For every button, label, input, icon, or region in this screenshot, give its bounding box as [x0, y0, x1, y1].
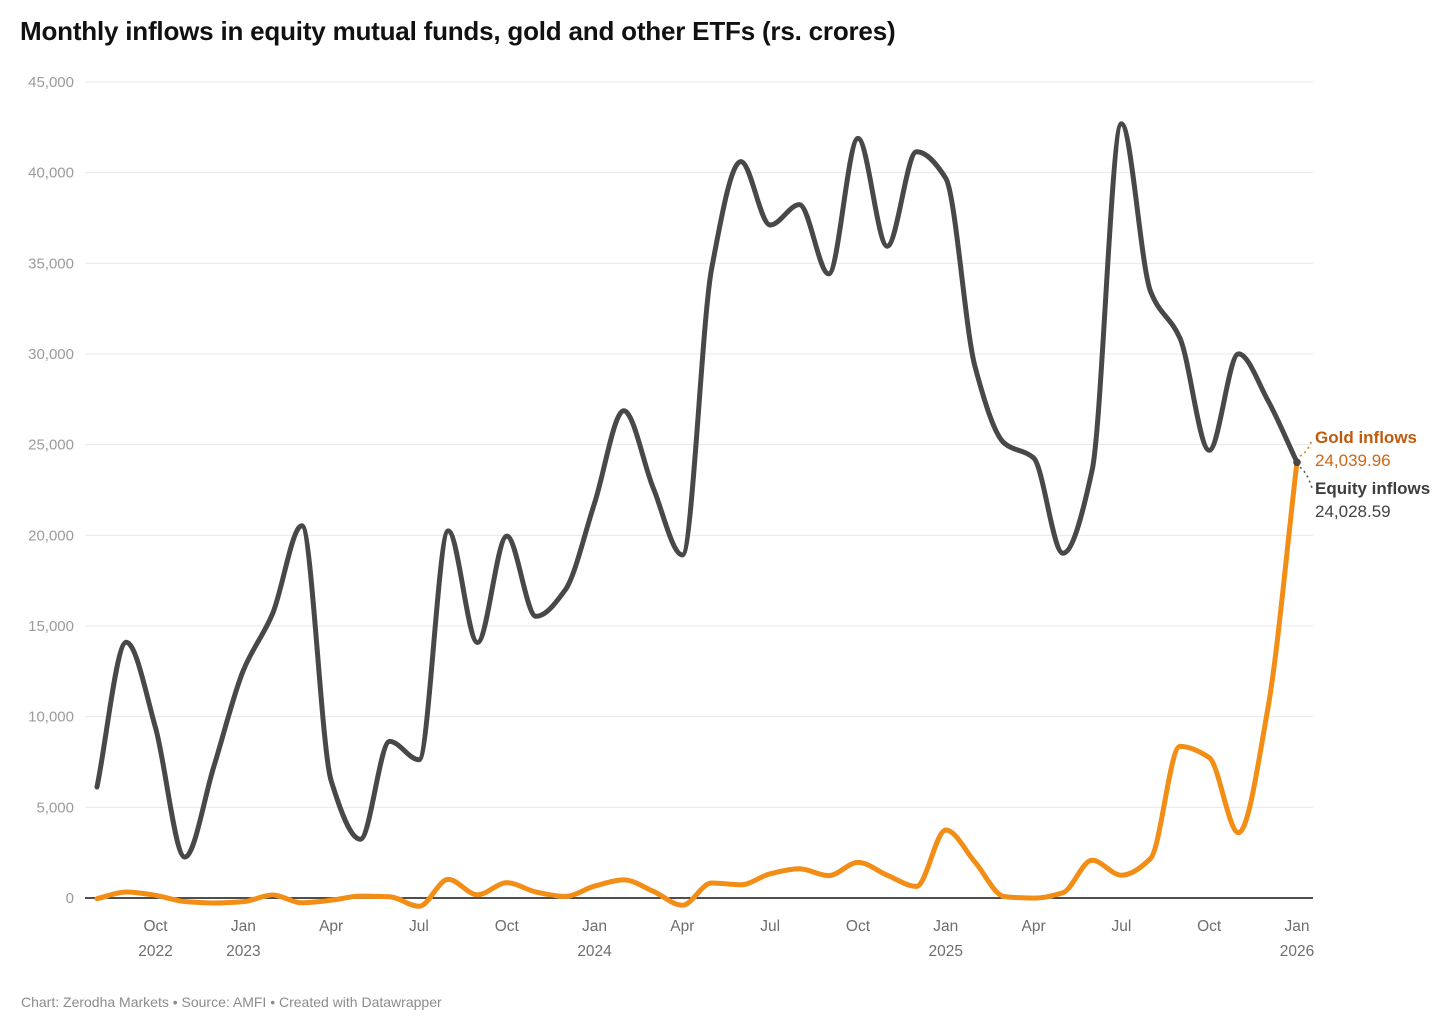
equity-line [94, 121, 1300, 860]
x-axis-tick-label: Jan [933, 918, 958, 935]
equity-label-leader [1299, 466, 1313, 489]
equity-series-name: Equity inflows [1315, 479, 1431, 498]
x-axis-tick-label: Oct [495, 918, 520, 935]
x-axis-tick-label: Oct [846, 918, 871, 935]
y-axis-tick-label: 35,000 [28, 255, 74, 272]
equity-series-end-label: Equity inflows 24,028.59 [1315, 477, 1430, 523]
gold-series-name: Gold inflows [1315, 428, 1417, 447]
y-axis-tick-label: 25,000 [28, 437, 74, 454]
x-axis-tick-label: Apr [1022, 918, 1046, 935]
x-axis-year-label: 2022 [138, 943, 172, 960]
x-axis-tick-label: Jan [231, 918, 256, 935]
x-axis-year-label: 2026 [1280, 943, 1314, 960]
y-axis-tick-label: 30,000 [28, 346, 74, 363]
x-axis-tick-label: Oct [143, 918, 168, 935]
x-axis-tick-label: Jul [1111, 918, 1131, 935]
x-axis-year-label: 2024 [577, 943, 612, 960]
x-axis-year-label: 2025 [929, 943, 963, 960]
y-axis-tick-label: 45,000 [28, 74, 74, 91]
x-axis-tick-label: Apr [670, 918, 694, 935]
y-axis-tick-label: 15,000 [28, 618, 74, 635]
gold-series-end-label: Gold inflows 24,039.96 [1315, 426, 1417, 472]
x-axis-tick-label: Jan [1285, 918, 1310, 935]
y-axis-tick-label: 5,000 [36, 799, 74, 816]
x-axis-tick-label: Apr [319, 918, 343, 935]
chart-footer: Chart: Zerodha Markets • Source: AMFI • … [21, 994, 442, 1010]
gold-series-value: 24,039.96 [1315, 451, 1391, 470]
x-axis-year-label: 2023 [226, 943, 260, 960]
y-axis-tick-label: 20,000 [28, 527, 74, 544]
gold-label-leader [1299, 439, 1313, 457]
y-axis-tick-label: 40,000 [28, 165, 74, 182]
y-axis-tick-label: 10,000 [28, 709, 74, 726]
chart-title: Monthly inflows in equity mutual funds, … [20, 16, 896, 46]
x-axis-tick-label: Jul [409, 918, 429, 935]
equity-series-value: 24,028.59 [1315, 502, 1391, 521]
equity-line-end-dot [1293, 458, 1301, 467]
x-axis-tick-label: Jan [582, 918, 607, 935]
x-axis-tick-label: Jul [760, 918, 780, 935]
y-axis-tick-label: 0 [66, 890, 74, 907]
gold-line [94, 459, 1300, 909]
x-axis-tick-label: Oct [1197, 918, 1222, 935]
